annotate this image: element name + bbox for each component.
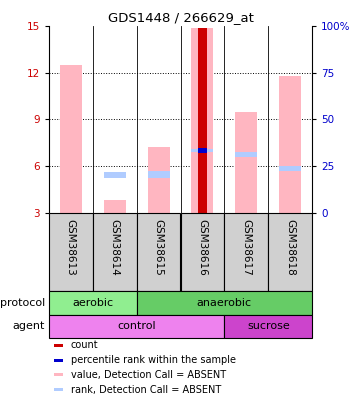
Bar [279,166,301,171]
Text: count: count [71,341,98,350]
Bar [191,149,213,152]
Bar [49,291,136,315]
Bar [136,291,312,315]
Text: GSM38613: GSM38613 [66,219,76,276]
Bar [54,344,63,347]
Text: anaerobic: anaerobic [197,298,252,308]
Bar [279,76,301,213]
Bar [54,373,63,377]
Text: GSM38614: GSM38614 [110,219,119,276]
Bar [197,28,207,213]
Text: GSM38617: GSM38617 [242,219,251,276]
Bar [49,315,225,338]
Bar [54,358,63,362]
Text: rank, Detection Call = ABSENT: rank, Detection Call = ABSENT [71,384,221,394]
Bar [54,388,63,391]
Text: aerobic: aerobic [72,298,113,308]
Bar [235,112,257,213]
Bar [225,213,268,291]
Bar [104,172,126,179]
Text: value, Detection Call = ABSENT: value, Detection Call = ABSENT [71,370,226,380]
Bar [49,213,93,291]
Bar [148,171,170,179]
Bar [197,148,207,153]
Title: GDS1448 / 266629_at: GDS1448 / 266629_at [108,11,253,24]
Bar [225,315,312,338]
Bar [104,200,126,213]
Text: percentile rank within the sample: percentile rank within the sample [71,355,236,365]
Text: GSM38616: GSM38616 [197,219,208,276]
Bar [60,65,82,213]
Text: GSM38615: GSM38615 [153,219,164,276]
Bar [136,213,180,291]
Text: sucrose: sucrose [247,321,290,331]
Text: control: control [117,321,156,331]
Text: GSM38618: GSM38618 [285,219,295,276]
Bar [191,28,213,213]
Bar [148,147,170,213]
Bar [268,213,312,291]
Bar [235,152,257,157]
Bar [93,213,136,291]
Bar [180,213,225,291]
Text: protocol: protocol [0,298,45,308]
Text: agent: agent [13,321,45,331]
